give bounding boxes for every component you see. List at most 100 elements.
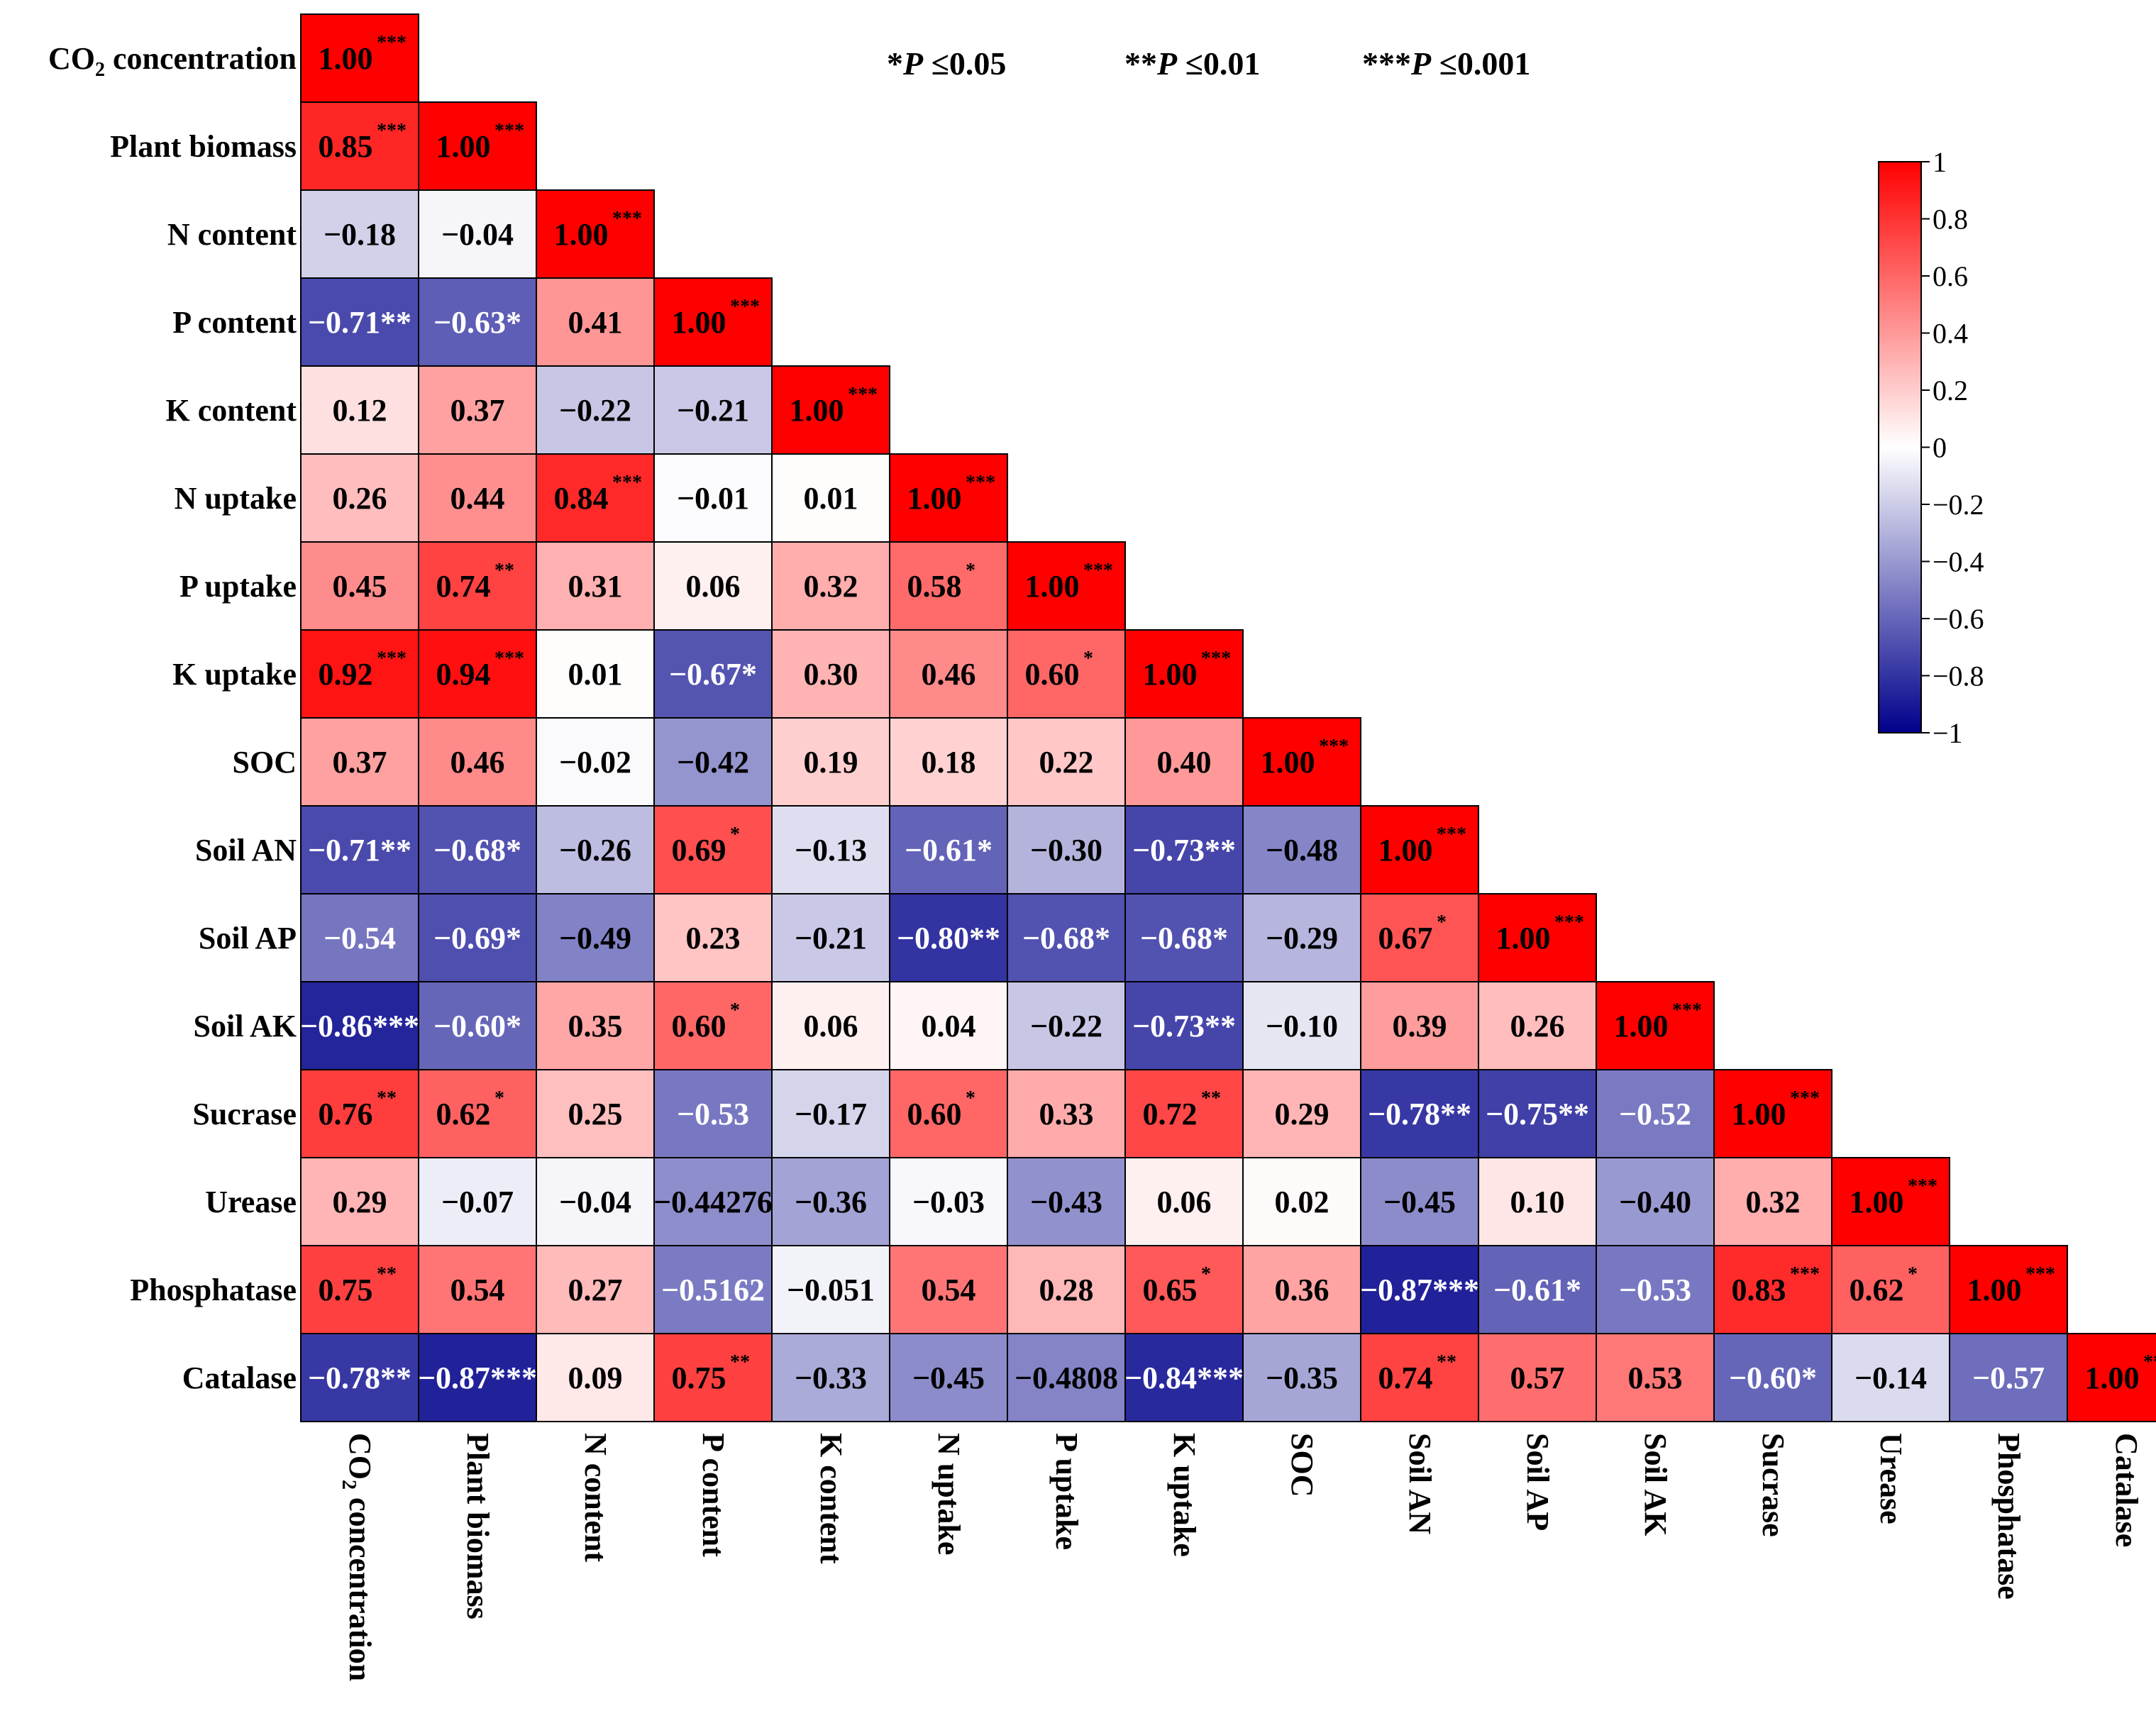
significance-legend: *P ≤0.05 **P ≤0.01 ***P ≤0.001 xyxy=(887,45,1530,82)
heatmap-cell xyxy=(536,717,655,807)
row-label: Sucrase xyxy=(192,1097,297,1131)
cell-value: 1.00 xyxy=(1967,1273,2022,1307)
heatmap-cell xyxy=(300,189,419,279)
cell-significance: * xyxy=(730,999,740,1021)
cell-value: −0.45 xyxy=(912,1361,985,1395)
row-label: CO2 concentration xyxy=(48,41,297,81)
heatmap-cell xyxy=(1007,1157,1126,1246)
cell-significance: *** xyxy=(966,472,995,494)
row-label: K content xyxy=(165,393,297,428)
cell-value: 0.83 xyxy=(1732,1273,1786,1307)
heatmap-cell xyxy=(653,277,773,367)
cell-value: 0.01 xyxy=(568,657,623,692)
cell-value: 0.60 xyxy=(1025,657,1080,692)
colorbar-tick-label: −0.6 xyxy=(1933,603,1984,635)
heatmap-cell xyxy=(653,893,773,982)
cell-value: 0.75 xyxy=(672,1361,726,1395)
heatmap-cell xyxy=(653,541,773,631)
heatmap-cell xyxy=(1360,1069,1479,1158)
column-label: CO2 concentration xyxy=(338,1433,377,1681)
heatmap-cell xyxy=(653,365,773,455)
cell-value: 0.76 xyxy=(319,1097,373,1131)
cell-value: 0.72 xyxy=(1143,1097,1198,1131)
heatmap-cell xyxy=(889,1157,1008,1246)
heatmap-cell xyxy=(1596,1333,1715,1422)
cell-value: −0.78** xyxy=(308,1361,411,1395)
heatmap-cell xyxy=(536,629,655,719)
heatmap-cell xyxy=(536,805,655,895)
cell-significance: * xyxy=(1083,648,1093,670)
heatmap-cell xyxy=(1242,893,1361,982)
heatmap-cell xyxy=(1007,1069,1126,1158)
cell-value: −0.03 xyxy=(912,1185,985,1219)
heatmap-cell xyxy=(300,1333,419,1422)
cell-value: −0.87*** xyxy=(418,1361,537,1395)
cell-value: 0.41 xyxy=(568,305,623,340)
cell-value: 1.00 xyxy=(1261,745,1315,780)
heatmap-cell xyxy=(653,717,773,807)
cell-value: 0.18 xyxy=(922,745,976,780)
cell-value: 0.06 xyxy=(1157,1185,1212,1219)
column-label: K content xyxy=(814,1433,848,1564)
heatmap-cell xyxy=(418,365,537,455)
row-label: N uptake xyxy=(175,481,297,516)
cell-significance: *** xyxy=(1201,648,1231,670)
column-label: K uptake xyxy=(1167,1433,1202,1557)
heatmap-cell xyxy=(418,1245,537,1334)
heatmap-cell xyxy=(1007,1333,1126,1422)
heatmap-cell xyxy=(300,629,419,719)
cell-value: −0.75** xyxy=(1486,1097,1589,1131)
cell-value: −0.73** xyxy=(1132,833,1236,868)
heatmap-cell xyxy=(1713,1245,1832,1334)
cell-value: 1.00 xyxy=(554,217,609,252)
cell-value: −0.54 xyxy=(324,921,396,956)
cell-value: −0.86*** xyxy=(300,1009,419,1043)
cell-value: 0.37 xyxy=(333,745,387,780)
cell-value: 0.35 xyxy=(568,1009,623,1043)
heatmap-cell xyxy=(300,1157,419,1246)
cell-value: −0.18 xyxy=(324,217,396,252)
cell-value: −0.35 xyxy=(1266,1361,1338,1395)
heatmap-cell xyxy=(418,1333,537,1422)
cell-value: −0.04 xyxy=(559,1185,631,1219)
cell-value: −0.71** xyxy=(308,833,411,868)
heatmap-cell xyxy=(300,101,419,191)
heatmap-cell xyxy=(1478,1333,1597,1422)
heatmap-cell xyxy=(300,13,419,103)
cell-significance: ** xyxy=(1201,1087,1221,1109)
cell-value: −0.61* xyxy=(1493,1273,1581,1307)
row-label: Soil AN xyxy=(195,833,297,868)
row-label: Catalase xyxy=(182,1361,297,1395)
cell-value: 0.32 xyxy=(804,569,858,604)
cell-value: 0.62 xyxy=(1850,1273,1904,1307)
cell-significance: ** xyxy=(1437,1351,1456,1373)
row-label: K uptake xyxy=(172,657,297,692)
cell-value: 0.37 xyxy=(450,393,505,428)
heatmap-cell xyxy=(653,1333,773,1422)
cell-value: −0.68* xyxy=(1022,921,1110,956)
cell-value: −0.22 xyxy=(1030,1009,1102,1043)
cell-value: 0.46 xyxy=(922,657,976,692)
cell-value: 0.12 xyxy=(333,393,387,428)
cell-value: 0.02 xyxy=(1275,1185,1329,1219)
heatmap-cell xyxy=(1596,981,1715,1070)
column-label: Sucrase xyxy=(1756,1433,1791,1537)
cell-value: 0.27 xyxy=(568,1273,623,1307)
cell-value: 1.00 xyxy=(2085,1361,2140,1395)
heatmap-cell xyxy=(2067,1333,2156,1422)
heatmap-cell xyxy=(1007,1245,1126,1334)
heatmap-cell xyxy=(536,189,655,279)
cell-value: −0.44276 xyxy=(653,1185,773,1219)
heatmap-cell xyxy=(1478,1069,1597,1158)
row-label: P content xyxy=(172,305,297,340)
cell-significance: *** xyxy=(2025,1263,2055,1285)
cell-value: −0.07 xyxy=(441,1185,514,1219)
heatmap-cells: 1.00 ***0.85 *** 1.00 ***−0.18 −0.04 1.00 ***−0… xyxy=(300,13,2156,1422)
heatmap-cell xyxy=(889,453,1008,543)
cell-value: 0.26 xyxy=(1510,1009,1565,1043)
heatmap-cell xyxy=(1242,805,1361,895)
heatmap-cell xyxy=(1124,1245,1244,1334)
cell-value: 0.53 xyxy=(1628,1361,1683,1395)
row-label: Soil AP xyxy=(199,921,297,956)
cell-significance: * xyxy=(730,824,740,846)
